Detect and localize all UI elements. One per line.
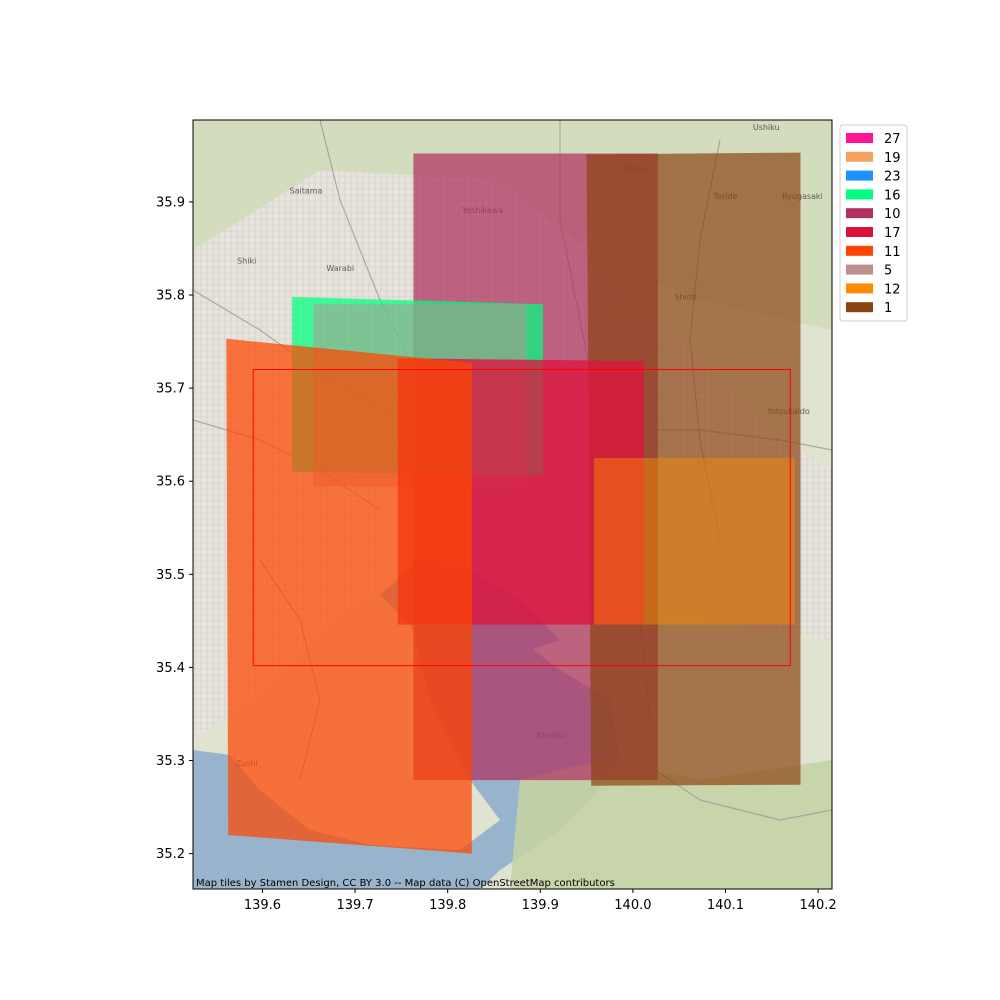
attribution-text: Map tiles by Stamen Design, CC BY 3.0 --… (196, 878, 615, 889)
legend-swatch-10 (846, 208, 873, 219)
legend-label: 19 (884, 151, 901, 166)
footprint-layer (226, 152, 801, 854)
y-tick-label: 35.7 (156, 382, 185, 397)
x-tick-label: 139.8 (429, 898, 466, 913)
legend-swatch-11 (846, 245, 873, 256)
legend-swatch-27 (846, 133, 873, 143)
x-tick-label: 139.9 (522, 898, 559, 913)
y-tick-label: 35.4 (156, 661, 185, 676)
legend-label: 5 (884, 264, 892, 279)
x-axis: 139.6 139.7 139.8 139.9 140.0 140.1 140.2 (244, 889, 837, 913)
legend-label: 16 (884, 188, 901, 203)
y-tick-label: 35.2 (156, 847, 185, 862)
x-tick-label: 139.7 (336, 898, 373, 913)
x-tick-label: 139.6 (244, 898, 281, 913)
aoi-layer (252, 369, 791, 667)
legend-swatch-17 (846, 227, 873, 237)
legend-swatch-5 (846, 264, 873, 275)
x-tick-label: 140.0 (614, 898, 651, 913)
aoi-rectangle (252, 369, 791, 667)
legend-label: 23 (884, 170, 901, 185)
axes-frame (192, 119, 833, 890)
place-label: Ushiku (753, 123, 780, 132)
y-tick-label: 35.8 (156, 289, 185, 304)
legend-label: 11 (884, 245, 901, 260)
legend-label: 17 (884, 226, 901, 241)
y-tick-label: 35.9 (156, 195, 185, 210)
x-tick-label: 140.2 (799, 898, 836, 913)
legend-label: 27 (884, 132, 901, 147)
y-tick-label: 35.3 (156, 754, 185, 769)
legend: 27 19 23 16 10 17 11 5 12 1 (839, 124, 908, 322)
footprint-polygon-11 (226, 338, 472, 854)
legend-swatch-16 (846, 189, 873, 200)
y-tick-label: 35.5 (156, 568, 185, 583)
place-label: Warabi (326, 264, 354, 273)
x-tick-label: 140.1 (707, 898, 744, 913)
place-label: Ryugasaki (782, 192, 823, 201)
place-label: Saitama (290, 187, 323, 196)
legend-label: 10 (884, 207, 901, 222)
boso-hills (510, 760, 832, 889)
legend-label: 12 (884, 282, 901, 297)
y-axis: 35.2 35.3 35.4 35.5 35.6 35.7 35.8 35.9 (156, 195, 193, 862)
footprint-polygon-1 (586, 152, 801, 786)
legend-swatch-12 (846, 283, 873, 294)
legend-swatch-23 (846, 170, 873, 181)
place-label: Shiki (237, 256, 256, 265)
legend-swatch-1 (846, 302, 873, 313)
footprint-polygon-12 (594, 458, 795, 625)
legend-label: 1 (884, 301, 892, 316)
y-tick-label: 35.6 (156, 475, 185, 490)
legend-swatch-19 (846, 151, 873, 162)
